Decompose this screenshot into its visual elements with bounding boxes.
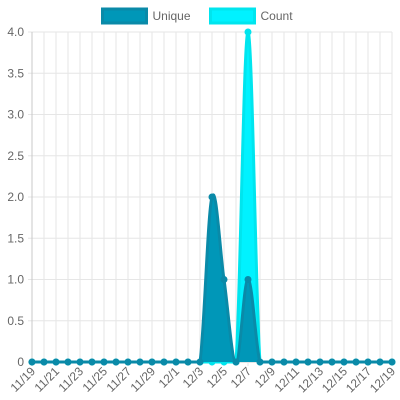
data-point (304, 358, 312, 366)
data-point (268, 358, 276, 366)
y-tick-label: 2.0 (7, 190, 24, 204)
data-point (148, 358, 156, 366)
x-tick-label: 11/25 (80, 364, 111, 395)
series-area (32, 194, 392, 362)
y-tick-label: 1.5 (7, 231, 24, 245)
data-point (172, 358, 180, 366)
data-point (376, 358, 384, 366)
legend-item-unique[interactable]: Unique (101, 7, 191, 25)
data-point (232, 358, 240, 366)
data-point (64, 358, 72, 366)
x-tick-label: 11/23 (56, 364, 87, 395)
data-point (196, 358, 204, 366)
x-tick-label: 12/7 (228, 364, 255, 391)
series-layer (28, 28, 396, 366)
x-tick-label: 12/11 (272, 364, 303, 395)
data-point (184, 358, 192, 366)
x-tick-label: 12/19 (367, 364, 398, 395)
data-point (100, 358, 108, 366)
legend-swatch (101, 7, 148, 25)
data-point (292, 358, 300, 366)
data-point (124, 358, 132, 366)
data-point (88, 358, 96, 366)
data-point (220, 276, 228, 283)
x-tick-label: 12/1 (156, 364, 183, 391)
data-point (76, 358, 84, 366)
legend[interactable]: Unique Count (101, 7, 294, 25)
data-point (40, 358, 48, 366)
data-point (244, 276, 252, 283)
data-point (28, 358, 36, 366)
x-tick-label: 12/13 (295, 364, 326, 395)
data-point (208, 193, 216, 201)
y-tick-label: 3.0 (7, 108, 24, 122)
series-unique (28, 193, 396, 366)
data-point (280, 358, 288, 366)
data-point (364, 358, 372, 366)
x-tick-label: 11/29 (128, 364, 159, 395)
data-point (256, 358, 264, 366)
data-point (160, 358, 168, 366)
data-point (136, 358, 144, 366)
data-point (352, 358, 360, 366)
x-tick-label: 12/17 (343, 364, 374, 395)
data-point (388, 358, 396, 366)
y-tick-label: 0 (17, 355, 24, 369)
x-tick-label: 12/15 (319, 364, 350, 395)
x-tick-label: 11/19 (8, 364, 39, 395)
x-tick-label: 11/27 (104, 364, 135, 395)
y-tick-label: 4.0 (7, 25, 24, 39)
data-point (316, 358, 324, 366)
y-tick-label: 3.5 (7, 66, 24, 80)
legend-label: Unique (153, 9, 191, 23)
data-point (112, 358, 120, 366)
x-tick-label: 12/3 (180, 364, 207, 391)
data-point (328, 358, 336, 366)
y-tick-label: 2.5 (7, 149, 24, 163)
legend-item-count[interactable]: Count (209, 7, 294, 25)
legend-label: Count (261, 9, 294, 23)
y-tick-label: 1.0 (7, 273, 24, 287)
x-tick-label: 12/5 (204, 364, 231, 391)
y-tick-label: 0.5 (7, 314, 24, 328)
x-tick-label: 11/21 (32, 364, 63, 395)
legend-swatch (209, 7, 256, 25)
data-point (244, 28, 252, 36)
data-point (52, 358, 60, 366)
data-point (340, 358, 348, 366)
